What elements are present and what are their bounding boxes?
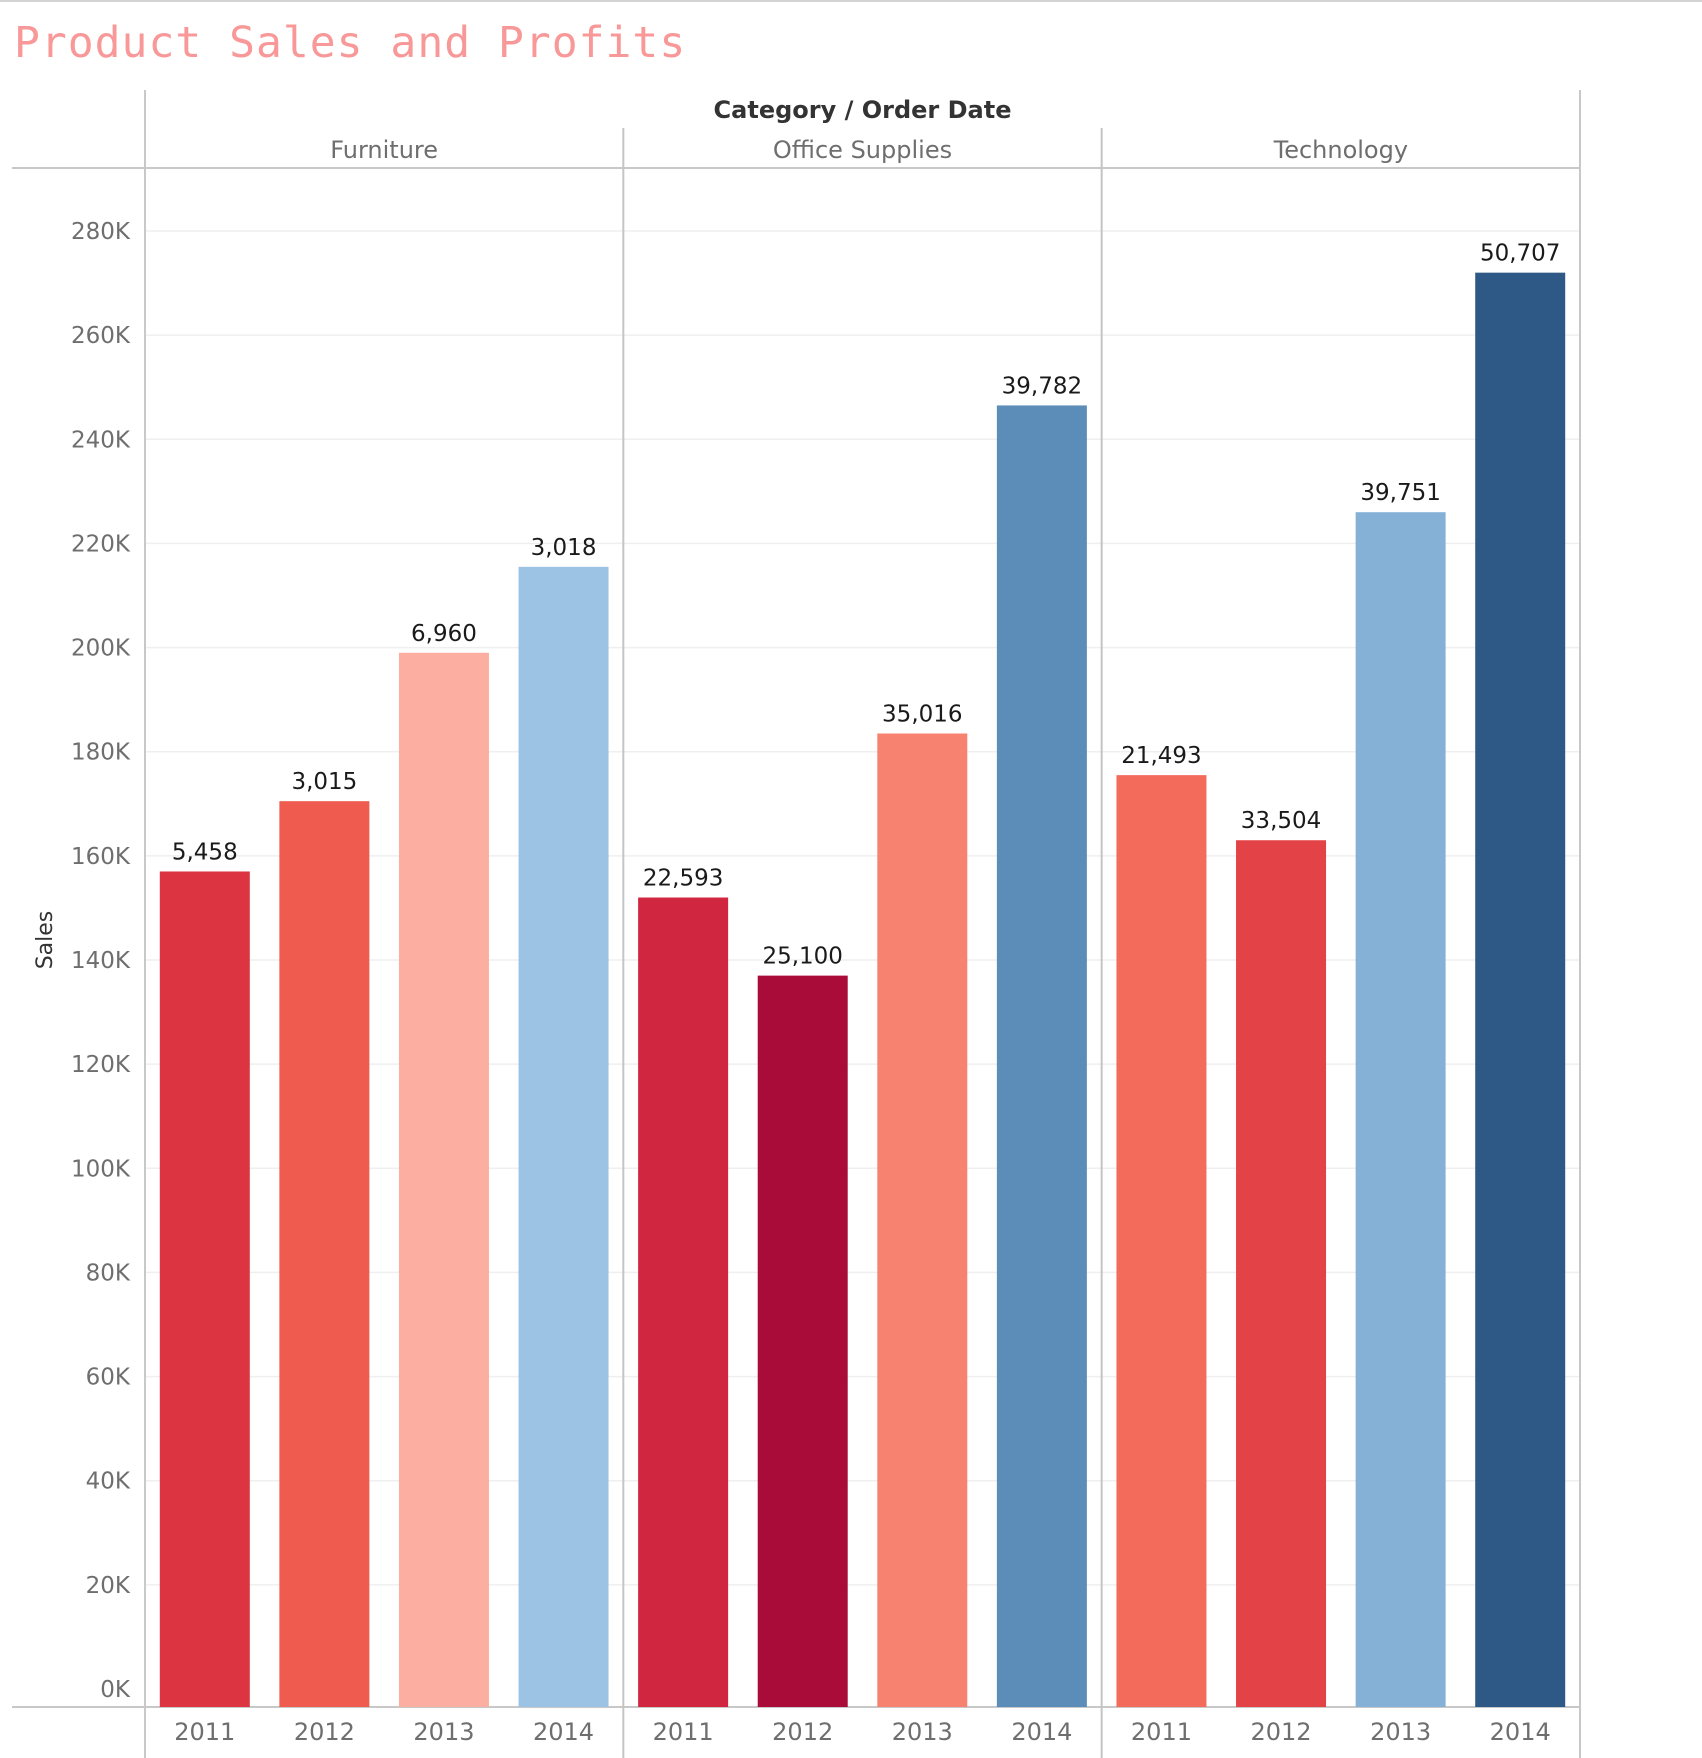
x-tick-label: 2014 bbox=[1490, 1718, 1551, 1746]
bar bbox=[1355, 512, 1446, 1707]
top-divider bbox=[0, 0, 1702, 2]
bar bbox=[279, 801, 370, 1707]
x-tick-label: 2013 bbox=[1370, 1718, 1431, 1746]
bar bbox=[757, 975, 848, 1707]
bar bbox=[518, 566, 609, 1707]
data-label: 35,016 bbox=[882, 701, 962, 727]
column-headers: Category / Order Date Furniture Office Su… bbox=[330, 96, 1408, 164]
bar bbox=[1116, 775, 1207, 1707]
x-tick-label: 2012 bbox=[772, 1718, 833, 1746]
x-tick-label: 2011 bbox=[653, 1718, 714, 1746]
data-labels: 5,458 3,015 6,960 3,018 22,593 25,100 35,016 39… bbox=[172, 241, 1561, 970]
y-tick-label: 180K bbox=[71, 740, 131, 766]
data-label: 5,458 bbox=[172, 839, 238, 865]
x-tick-label: 2014 bbox=[533, 1718, 594, 1746]
data-label: 50,707 bbox=[1480, 241, 1560, 267]
x-tick-label: 2013 bbox=[413, 1718, 474, 1746]
bar bbox=[638, 897, 729, 1707]
y-axis-label: Sales bbox=[33, 911, 58, 970]
data-label: 3,018 bbox=[531, 535, 597, 561]
bar bbox=[159, 871, 250, 1707]
bars bbox=[159, 272, 1566, 1708]
gridlines bbox=[145, 230, 1580, 1586]
x-tick-label: 2011 bbox=[1131, 1718, 1192, 1746]
y-tick-label: 40K bbox=[86, 1469, 131, 1495]
data-label: 33,504 bbox=[1241, 808, 1321, 834]
data-label: 39,751 bbox=[1360, 480, 1440, 506]
y-tick-label: 60K bbox=[86, 1365, 131, 1391]
y-tick-label: 100K bbox=[71, 1156, 131, 1182]
x-axis: 2011 2012 2013 2014 2011 2012 2013 2014 2011 2012… bbox=[174, 1718, 1550, 1746]
data-label: 39,782 bbox=[1002, 373, 1082, 399]
bar bbox=[1236, 840, 1327, 1707]
data-label: 25,100 bbox=[762, 944, 842, 970]
bar bbox=[996, 405, 1087, 1707]
pane-label-office-supplies: Office Supplies bbox=[773, 136, 952, 164]
y-tick-label: 200K bbox=[71, 636, 131, 662]
y-tick-label: 140K bbox=[71, 948, 131, 974]
x-tick-label: 2011 bbox=[174, 1718, 235, 1746]
y-tick-label: 160K bbox=[71, 844, 131, 870]
chart-title: Product Sales and Profits bbox=[14, 18, 687, 68]
bar bbox=[398, 652, 489, 1707]
data-label: 22,593 bbox=[643, 866, 723, 892]
y-tick-label: 0K bbox=[100, 1677, 131, 1703]
data-label: 6,960 bbox=[411, 621, 477, 647]
x-tick-label: 2012 bbox=[294, 1718, 355, 1746]
x-tick-label: 2014 bbox=[1011, 1718, 1072, 1746]
data-label: 3,015 bbox=[291, 769, 357, 795]
y-tick-label: 80K bbox=[86, 1260, 131, 1286]
y-tick-label: 280K bbox=[71, 219, 131, 245]
y-tick-label: 260K bbox=[71, 323, 131, 349]
x-tick-label: 2013 bbox=[892, 1718, 953, 1746]
bar bbox=[1475, 272, 1566, 1708]
pane-label-technology: Technology bbox=[1273, 136, 1408, 164]
column-header-title: Category / Order Date bbox=[714, 96, 1012, 124]
bar bbox=[877, 733, 968, 1707]
x-tick-label: 2012 bbox=[1251, 1718, 1312, 1746]
y-tick-label: 20K bbox=[86, 1573, 131, 1599]
y-tick-label: 240K bbox=[71, 427, 131, 453]
pane-label-furniture: Furniture bbox=[330, 136, 438, 164]
data-label: 21,493 bbox=[1121, 743, 1201, 769]
y-axis: 0K 20K 40K 60K 80K 100K 120K 140K 160K 180K 200K 22… bbox=[71, 219, 131, 1703]
y-tick-label: 120K bbox=[71, 1052, 131, 1078]
y-tick-label: 220K bbox=[71, 531, 131, 557]
